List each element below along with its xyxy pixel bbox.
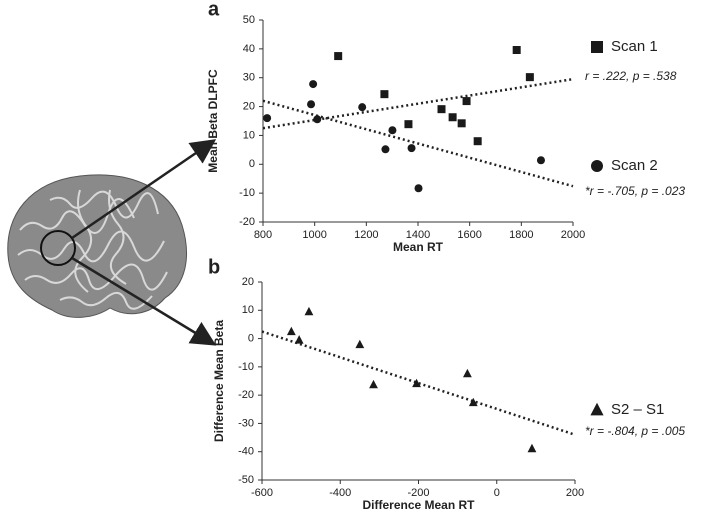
x-tick-label: 1800 <box>509 229 533 241</box>
stat-annotation: *r = -.804, p = .005 <box>585 424 685 438</box>
marker-circle <box>388 126 397 135</box>
y-tick-label: 10 <box>243 129 255 141</box>
marker-triangle <box>527 443 537 453</box>
marker-triangle <box>304 306 314 316</box>
x-tick-label: 1400 <box>406 229 430 241</box>
y-tick-label: 30 <box>243 72 255 84</box>
marker-circle <box>309 80 318 89</box>
marker-circle <box>414 184 423 193</box>
y-tick-label: -10 <box>238 361 254 373</box>
x-tick-label: -600 <box>251 487 273 499</box>
y-tick-label: -10 <box>239 187 255 199</box>
marker-triangle <box>369 379 378 389</box>
x-tick-label: 2000 <box>561 229 585 241</box>
y-tick-label: 40 <box>243 43 255 55</box>
x-tick-label: -200 <box>407 487 429 499</box>
arrow <box>71 139 217 240</box>
marker-triangle <box>294 335 304 344</box>
marker-square <box>448 113 457 122</box>
marker-square <box>591 41 603 53</box>
y-tick-label: -50 <box>238 474 254 486</box>
marker-square <box>473 137 482 146</box>
marker-triangle <box>355 339 365 349</box>
legend-label: Scan 2 <box>611 157 658 174</box>
marker-circle <box>407 144 416 153</box>
stat-annotation: r = .222, p = .538 <box>585 69 677 83</box>
marker-square <box>404 120 413 129</box>
y-tick-label: 20 <box>242 276 254 288</box>
y-tick-label: 20 <box>243 100 255 112</box>
x-tick-label: 200 <box>566 487 584 499</box>
marker-circle <box>591 160 603 172</box>
legend-label: Scan 1 <box>611 38 658 55</box>
marker-square <box>380 90 389 99</box>
marker-circle <box>358 103 367 112</box>
y-tick-label: -40 <box>238 446 254 458</box>
marker-square <box>525 73 534 82</box>
marker-triangle <box>463 368 472 378</box>
y-tick-label: 0 <box>248 332 254 344</box>
marker-triangle <box>286 326 296 336</box>
x-tick-label: 0 <box>494 487 500 499</box>
legend-label: S2 – S1 <box>611 401 664 418</box>
brain-outline <box>7 174 188 318</box>
marker-square <box>512 46 521 55</box>
roi-circle <box>40 230 76 266</box>
marker-triangle <box>412 378 421 388</box>
marker-circle <box>313 115 322 124</box>
y-tick-label: -20 <box>239 216 255 228</box>
trend-line <box>262 99 574 188</box>
x-tick-label: 1600 <box>457 229 481 241</box>
marker-square <box>437 105 446 114</box>
marker-circle <box>263 114 272 123</box>
x-tick-label: -400 <box>329 487 351 499</box>
panel-label: a <box>208 0 220 20</box>
marker-circle <box>536 156 545 165</box>
marker-square <box>457 119 466 128</box>
marker-triangle <box>468 397 478 407</box>
arrow <box>71 256 217 346</box>
x-axis-title: Difference Mean RT <box>362 498 475 512</box>
y-tick-label: 10 <box>242 304 254 316</box>
x-axis-title: Mean RT <box>393 240 444 254</box>
marker-square <box>462 97 471 106</box>
x-tick-label: 1200 <box>354 229 378 241</box>
trend-line <box>262 77 574 130</box>
y-tick-label: 50 <box>243 14 255 26</box>
stat-annotation: *r = -.705, p = .023 <box>585 184 685 198</box>
marker-circle <box>381 145 390 154</box>
marker-circle <box>307 100 316 109</box>
y-tick-label: -20 <box>238 389 254 401</box>
marker-square <box>334 52 343 61</box>
x-tick-label: 1000 <box>302 229 326 241</box>
y-axis-title: Mean Beta DLPFC <box>206 69 220 173</box>
panel-label: b <box>208 256 220 278</box>
y-tick-label: -30 <box>238 417 254 429</box>
y-tick-label: 0 <box>249 158 255 170</box>
marker-triangle <box>590 402 604 416</box>
brain-image <box>7 174 188 318</box>
y-axis-title: Difference Mean Beta <box>212 320 226 442</box>
x-tick-label: 800 <box>254 229 272 241</box>
